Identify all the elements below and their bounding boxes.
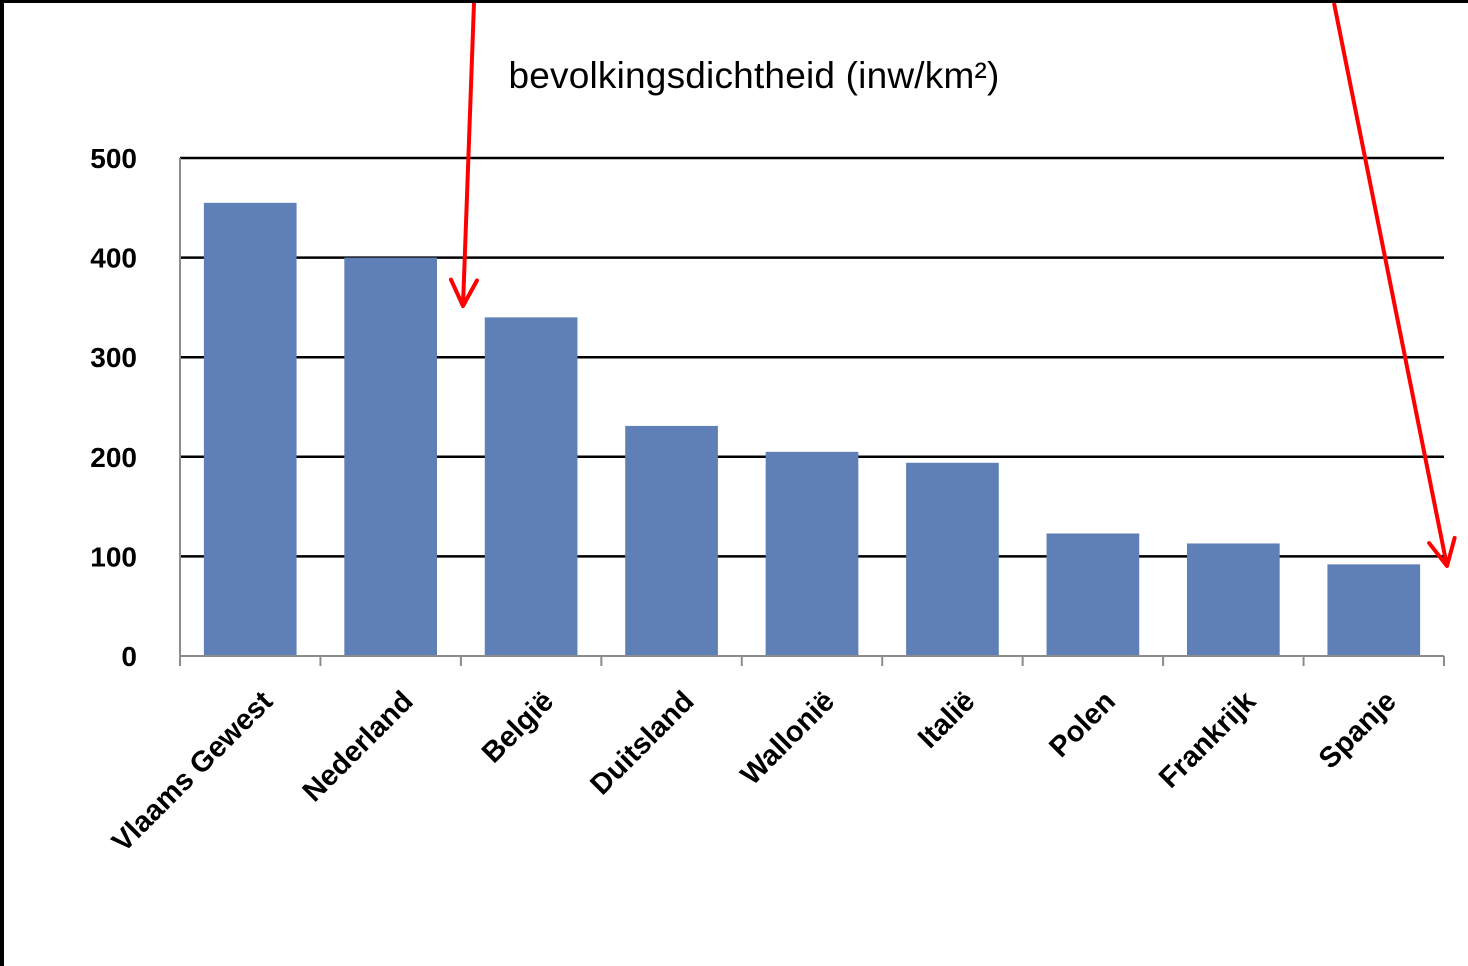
y-tick-label: 100 <box>90 541 137 572</box>
bar-chart: 0 100 200 300 400 500 Vlaams Gewest Nederland B… <box>90 3 1457 859</box>
x-tick-label: Frankrijk <box>1153 685 1263 795</box>
x-axis <box>179 158 1445 666</box>
bar <box>344 257 438 656</box>
x-tick-label: Spanje <box>1313 685 1403 775</box>
y-tick-label: 400 <box>90 243 137 274</box>
bar <box>1046 533 1140 656</box>
annotation-arrow-shaft <box>461 3 476 307</box>
chart-title: bevolkingsdichtheid (inw/km²) <box>508 55 1000 96</box>
x-tick-label: Vlaams Gewest <box>106 685 279 858</box>
bar <box>203 202 297 656</box>
x-tick-label: Wallonië <box>735 685 841 791</box>
annotation-arrow-head <box>448 277 479 308</box>
x-tick-label: Nederland <box>297 685 420 808</box>
y-tick-label: 500 <box>90 143 137 174</box>
bar <box>484 317 578 656</box>
y-tick-label: 200 <box>90 442 137 473</box>
bar <box>625 425 718 656</box>
annotation-arrow-shaft <box>1332 3 1449 567</box>
bar <box>1186 543 1280 656</box>
y-axis-labels: 0 100 200 300 400 500 <box>90 143 137 672</box>
y-tick-label: 0 <box>121 641 137 672</box>
x-axis-labels: Vlaams Gewest Nederland België Duitsland Wal… <box>106 685 1403 859</box>
annotation-arrow-head <box>1427 535 1457 568</box>
x-tick-label: België <box>476 685 560 769</box>
x-tick-label: Duitsland <box>584 685 700 801</box>
x-tick-label: Italië <box>912 685 981 754</box>
bar <box>1327 564 1421 656</box>
bar <box>906 462 999 656</box>
bar <box>765 451 859 656</box>
x-tick-label: Polen <box>1043 685 1121 763</box>
bars <box>203 202 1421 656</box>
y-tick-label: 300 <box>90 342 137 373</box>
annotation-arrows <box>448 3 1457 568</box>
